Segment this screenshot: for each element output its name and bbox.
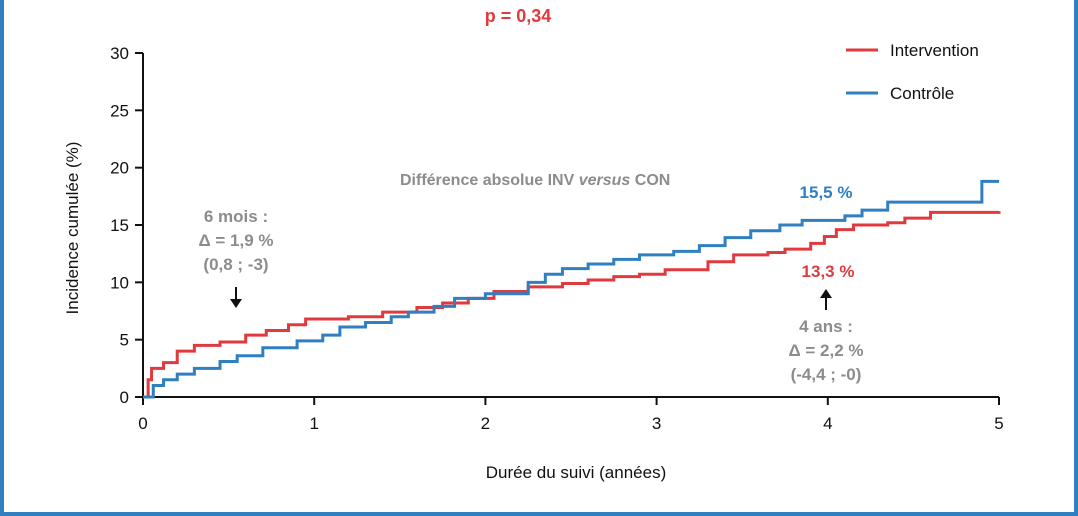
annotation-four-years-line2: Δ = 2,2 % [788, 341, 863, 360]
annotation-six-months: 6 mois : Δ = 1,9 % (0,8 ; -3) [198, 207, 273, 274]
annotation-six-months-line1: 6 mois : [204, 207, 268, 226]
x-tick-label: 0 [138, 414, 147, 433]
difference-label-prefix: Différence absolue INV [400, 172, 579, 189]
legend: Intervention Contrôle [846, 41, 979, 103]
x-tick-label: 2 [481, 414, 490, 433]
y-axis-label: Incidence cumulée (%) [63, 142, 82, 315]
legend-label-intervention: Intervention [890, 41, 979, 60]
arrow-up-icon [820, 289, 832, 298]
x-tick-label: 3 [652, 414, 661, 433]
y-tick-label: 20 [110, 159, 129, 178]
y-tick-label: 0 [120, 388, 129, 407]
series-layer [143, 179, 1001, 399]
difference-label-italic: versus [579, 172, 631, 189]
y-tick-label: 25 [110, 101, 129, 120]
annotation-four-years-line3: (-4,4 ; -0) [791, 365, 862, 384]
y-tick-label: 30 [110, 44, 129, 63]
annotation-six-months-line2: Δ = 1,9 % [198, 231, 273, 250]
x-axis-label: Durée du suivi (années) [486, 463, 666, 482]
x-tick-label: 1 [309, 414, 318, 433]
annotation-four-years: 4 ans : Δ = 2,2 % (-4,4 ; -0) [788, 317, 863, 384]
y-tick-label: 5 [120, 331, 129, 350]
difference-label-suffix: CON [630, 172, 670, 189]
annotation-four-years-line1: 4 ans : [799, 317, 853, 336]
x-tick-label: 5 [994, 414, 1003, 433]
arrow-down-icon [230, 299, 242, 308]
series-line-controle [143, 179, 999, 399]
y-tick-label: 15 [110, 216, 129, 235]
p-value-text: p = 0,34 [485, 6, 552, 26]
x-ticks: 0 1 2 3 4 5 [138, 397, 1004, 433]
x-tick-label: 4 [823, 414, 832, 433]
intervention-value-label: 13,3 % [802, 262, 855, 281]
legend-label-controle: Contrôle [890, 84, 954, 103]
annotation-six-months-line3: (0,8 ; -3) [203, 255, 268, 274]
y-ticks: 0 5 10 15 20 25 30 [110, 44, 143, 407]
control-value-label: 15,5 % [800, 183, 853, 202]
y-tick-label: 10 [110, 273, 129, 292]
difference-label: Différence absolue INV versus CON [400, 172, 670, 189]
